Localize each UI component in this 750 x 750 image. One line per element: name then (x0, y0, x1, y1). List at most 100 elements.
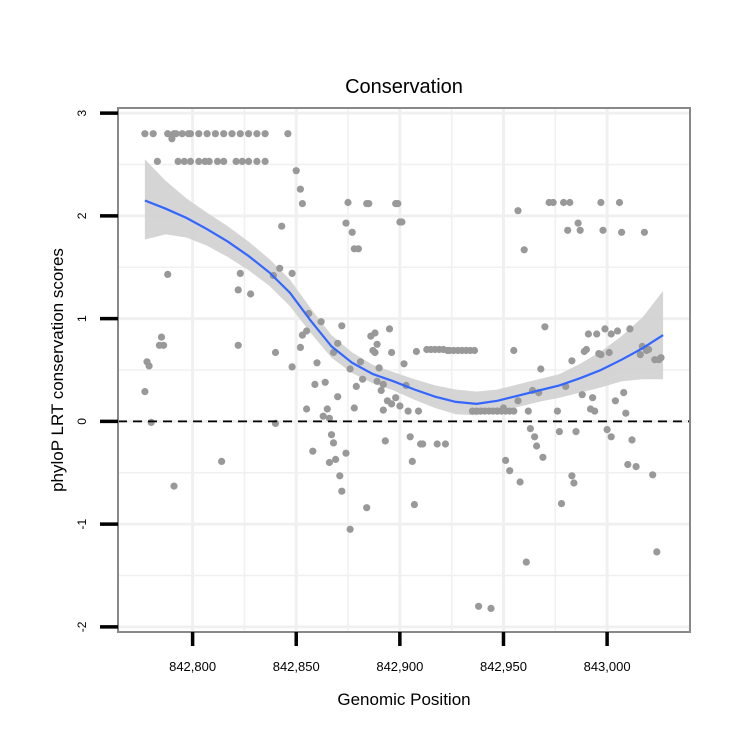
data-point (385, 325, 394, 333)
data-point (363, 504, 371, 512)
y-tick-label: 3 (75, 109, 89, 116)
data-point (253, 130, 261, 138)
data-point (245, 130, 253, 138)
data-point (381, 437, 389, 445)
data-point (632, 463, 640, 471)
data-point (586, 405, 595, 413)
y-axis: -2 -1 0 1 2 3 (75, 109, 118, 632)
data-point (157, 333, 166, 341)
data-point (247, 290, 255, 298)
data-point (373, 377, 381, 385)
data-point (350, 404, 358, 412)
data-point (184, 130, 193, 138)
data-point (593, 330, 601, 338)
data-point (649, 471, 657, 479)
data-point (603, 426, 611, 434)
chart-title: Conservation (345, 76, 463, 98)
data-point (147, 418, 155, 426)
data-point (278, 222, 286, 230)
data-point (338, 487, 346, 495)
data-point (232, 157, 240, 165)
data-point (352, 382, 360, 390)
data-point (346, 525, 354, 533)
data-point (288, 269, 296, 277)
data-point (607, 330, 615, 338)
data-point (618, 228, 626, 236)
plot-frame (117, 107, 691, 633)
data-point (172, 130, 180, 138)
data-point (613, 327, 622, 335)
data-point (394, 200, 402, 208)
data-point (568, 472, 576, 480)
data-point (213, 157, 222, 165)
data-point (522, 558, 530, 566)
data-point (549, 198, 557, 207)
data-point (317, 318, 325, 326)
data-point (379, 380, 387, 388)
x-tick-label: 843,000 (584, 659, 631, 674)
smooth-line (144, 199, 664, 406)
data-point (238, 157, 246, 165)
data-point (174, 157, 182, 165)
data-point (388, 400, 396, 408)
data-point (502, 456, 510, 464)
data-point (570, 479, 578, 487)
data-point (576, 226, 584, 234)
x-tick-label: 842,900 (376, 659, 423, 674)
data-point (356, 358, 365, 366)
data-point (516, 478, 524, 486)
data-point (412, 347, 420, 356)
data-point (531, 433, 539, 441)
data-point (622, 409, 630, 417)
data-point (520, 246, 528, 254)
data-point (640, 228, 649, 236)
data-point (271, 348, 280, 357)
data-point (615, 198, 624, 207)
data-point (234, 286, 242, 294)
data-point (400, 360, 408, 368)
data-point (334, 393, 342, 401)
y-tick-label: 1 (75, 315, 89, 322)
data-point (441, 440, 449, 448)
data-point (296, 185, 304, 193)
data-point (164, 270, 172, 278)
data-point (145, 362, 153, 370)
smooth-layer (144, 199, 664, 406)
data-point (180, 157, 188, 165)
data-point (220, 130, 228, 138)
data-point (628, 436, 636, 444)
y-axis-title: phyloP LRT conservation scores (48, 248, 67, 492)
data-point (323, 405, 331, 413)
data-point (589, 394, 597, 402)
data-point (620, 389, 628, 397)
data-point (533, 442, 541, 450)
data-point (553, 407, 562, 415)
data-point (359, 375, 367, 383)
data-point (373, 340, 381, 348)
data-point (597, 351, 605, 359)
data-point (220, 157, 228, 165)
data-point (506, 467, 514, 475)
data-point (346, 365, 354, 373)
data-point (211, 130, 219, 138)
data-point (493, 407, 501, 415)
data-point (354, 245, 362, 253)
data-point (149, 130, 157, 138)
data-point (296, 343, 304, 351)
data-point (414, 407, 423, 415)
data-point (284, 130, 292, 138)
data-point (218, 457, 226, 465)
data-point (601, 325, 609, 333)
data-point (205, 157, 213, 165)
data-point (396, 402, 404, 410)
data-point (178, 130, 186, 138)
data-point (584, 330, 593, 338)
data-point (288, 363, 296, 371)
data-point (636, 351, 644, 359)
data-point (574, 219, 582, 227)
x-tick-label: 842,850 (273, 659, 320, 674)
data-point (228, 130, 236, 138)
data-point (597, 198, 605, 207)
data-point (392, 394, 400, 402)
data-point (510, 346, 518, 355)
